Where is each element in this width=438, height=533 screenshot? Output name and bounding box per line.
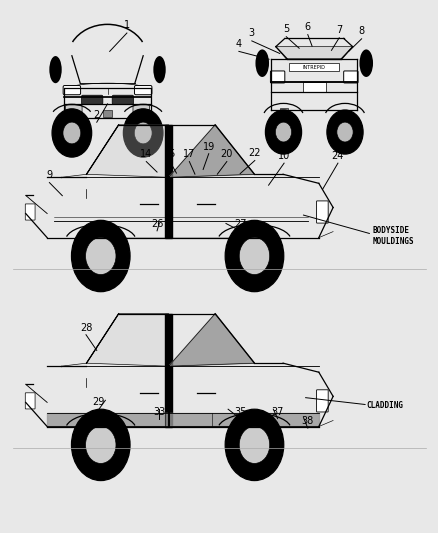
Text: BODYSIDE
MOULDINGS: BODYSIDE MOULDINGS bbox=[371, 226, 413, 246]
FancyBboxPatch shape bbox=[25, 204, 35, 220]
Polygon shape bbox=[168, 125, 254, 177]
FancyBboxPatch shape bbox=[63, 85, 81, 95]
FancyBboxPatch shape bbox=[289, 63, 338, 71]
FancyBboxPatch shape bbox=[102, 110, 112, 117]
Text: 2: 2 bbox=[93, 110, 100, 119]
Ellipse shape bbox=[153, 56, 165, 83]
Text: 35: 35 bbox=[233, 407, 246, 417]
Circle shape bbox=[63, 122, 81, 144]
Text: 26: 26 bbox=[151, 219, 163, 229]
Circle shape bbox=[239, 238, 269, 274]
Circle shape bbox=[326, 110, 362, 154]
Circle shape bbox=[85, 238, 116, 274]
Circle shape bbox=[225, 409, 283, 481]
Text: 20: 20 bbox=[220, 149, 233, 159]
Text: 33: 33 bbox=[153, 407, 165, 417]
Polygon shape bbox=[215, 125, 254, 174]
Text: 28: 28 bbox=[80, 322, 92, 333]
Text: 29: 29 bbox=[92, 397, 105, 407]
Text: 37: 37 bbox=[271, 407, 283, 417]
Text: 3: 3 bbox=[248, 28, 254, 38]
Text: 8: 8 bbox=[358, 26, 364, 36]
Polygon shape bbox=[86, 125, 118, 174]
Text: 1: 1 bbox=[124, 20, 130, 30]
FancyBboxPatch shape bbox=[280, 108, 288, 112]
FancyBboxPatch shape bbox=[133, 105, 149, 116]
Text: INTREPID: INTREPID bbox=[302, 64, 325, 69]
Polygon shape bbox=[275, 47, 352, 59]
FancyBboxPatch shape bbox=[65, 105, 82, 116]
Polygon shape bbox=[168, 314, 254, 366]
Text: 10: 10 bbox=[277, 151, 290, 161]
Polygon shape bbox=[86, 314, 118, 363]
Polygon shape bbox=[165, 125, 172, 238]
FancyBboxPatch shape bbox=[270, 71, 284, 83]
Circle shape bbox=[239, 426, 269, 463]
Text: 6: 6 bbox=[304, 22, 310, 32]
FancyBboxPatch shape bbox=[316, 390, 328, 412]
FancyBboxPatch shape bbox=[81, 95, 102, 104]
Text: 27: 27 bbox=[233, 219, 246, 229]
FancyBboxPatch shape bbox=[302, 83, 325, 92]
Circle shape bbox=[225, 220, 283, 292]
Text: 7: 7 bbox=[336, 25, 342, 35]
Text: 15: 15 bbox=[163, 149, 176, 159]
Text: 22: 22 bbox=[248, 148, 261, 158]
Text: 19: 19 bbox=[202, 142, 214, 151]
FancyBboxPatch shape bbox=[316, 201, 328, 223]
Ellipse shape bbox=[359, 50, 372, 77]
Text: 24: 24 bbox=[331, 151, 343, 161]
Circle shape bbox=[71, 409, 130, 481]
Ellipse shape bbox=[49, 56, 62, 83]
Polygon shape bbox=[165, 314, 172, 426]
Text: CLADDING: CLADDING bbox=[366, 401, 403, 410]
Polygon shape bbox=[86, 125, 168, 177]
Circle shape bbox=[123, 109, 162, 157]
FancyBboxPatch shape bbox=[25, 393, 35, 409]
FancyBboxPatch shape bbox=[134, 85, 152, 95]
Text: 17: 17 bbox=[183, 149, 195, 159]
Polygon shape bbox=[86, 314, 168, 366]
Circle shape bbox=[134, 122, 152, 144]
Text: 38: 38 bbox=[301, 416, 313, 426]
Ellipse shape bbox=[255, 50, 268, 77]
Circle shape bbox=[52, 109, 92, 157]
Text: 5: 5 bbox=[283, 24, 289, 34]
Circle shape bbox=[275, 122, 291, 142]
FancyBboxPatch shape bbox=[112, 95, 133, 104]
Text: 4: 4 bbox=[235, 39, 241, 49]
Circle shape bbox=[71, 220, 130, 292]
Polygon shape bbox=[215, 314, 254, 363]
Text: 9: 9 bbox=[46, 171, 52, 181]
Text: 14: 14 bbox=[140, 149, 152, 159]
Polygon shape bbox=[47, 413, 318, 426]
Circle shape bbox=[85, 426, 116, 463]
FancyBboxPatch shape bbox=[343, 71, 357, 83]
Circle shape bbox=[265, 110, 301, 154]
Circle shape bbox=[336, 122, 352, 142]
